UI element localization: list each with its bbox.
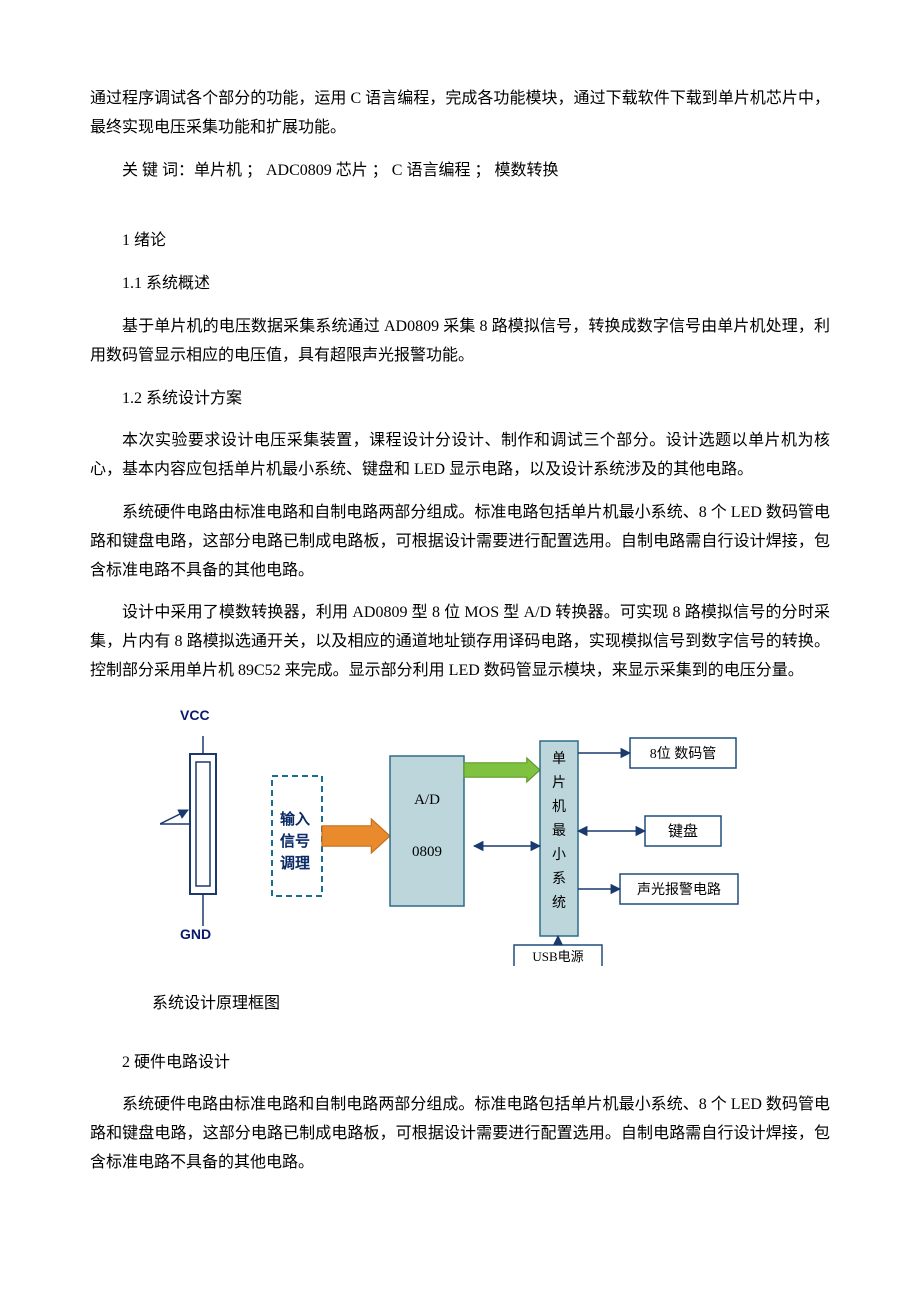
svg-text:系: 系 <box>552 871 566 887</box>
paragraph-2: 系统硬件电路由标准电路和自制电路两部分组成。标准电路包括单片机最小系统、8 个 … <box>90 1091 830 1177</box>
heading-1-2: 1.2 系统设计方案 <box>90 385 830 414</box>
paragraph-1-2b: 系统硬件电路由标准电路和自制电路两部分组成。标准电路包括单片机最小系统、8 个 … <box>90 499 830 585</box>
diagram-caption: 系统设计原理框图 <box>120 990 830 1019</box>
paragraph-1-1: 基于单片机的电压数据采集系统通过 AD0809 采集 8 路模拟信号，转换成数字… <box>90 313 830 371</box>
svg-text:机: 机 <box>552 799 566 815</box>
paragraph-1-2a: 本次实验要求设计电压采集装置，课程设计分设计、制作和调试三个部分。设计选题以单片… <box>90 427 830 485</box>
svg-text:声光报警电路: 声光报警电路 <box>637 882 721 898</box>
heading-2: 2 硬件电路设计 <box>90 1049 830 1078</box>
block-diagram-svg: VCC GND 输入信号调理 A/D 0809 单片机最小系统 8位 数码管键盘声光报警电路… <box>160 706 740 966</box>
svg-text:0809: 0809 <box>412 844 442 860</box>
heading-1-1: 1.1 系统概述 <box>90 270 830 299</box>
svg-text:输入: 输入 <box>280 810 310 828</box>
svg-text:小: 小 <box>552 847 566 863</box>
system-block-diagram: VCC GND 输入信号调理 A/D 0809 单片机最小系统 8位 数码管键盘声光报警电路… <box>160 706 830 966</box>
svg-text:统: 统 <box>552 895 566 911</box>
svg-text:GND: GND <box>180 926 211 942</box>
keywords-line: 关 键 词：单片机 ； ADC0809 芯片 ； C 语言编程 ； 模数转换 <box>90 157 830 186</box>
svg-text:键盘: 键盘 <box>668 822 698 840</box>
svg-text:最: 最 <box>552 823 566 839</box>
paragraph-1-2c: 设计中采用了模数转换器，利用 AD0809 型 8 位 MOS 型 A/D 转换… <box>90 599 830 685</box>
svg-text:信号: 信号 <box>280 832 310 850</box>
svg-text:VCC: VCC <box>180 707 210 723</box>
svg-text:单: 单 <box>552 751 566 767</box>
svg-text:8位 数码管: 8位 数码管 <box>650 746 717 762</box>
svg-text:片: 片 <box>552 775 566 791</box>
svg-text:USB电源: USB电源 <box>532 949 583 964</box>
svg-text:A/D: A/D <box>414 792 440 808</box>
paragraph-intro: 通过程序调试各个部分的功能，运用 C 语言编程，完成各功能模块，通过下载软件下载… <box>90 85 830 143</box>
svg-text:调理: 调理 <box>280 855 310 872</box>
heading-1: 1 绪论 <box>90 227 830 256</box>
